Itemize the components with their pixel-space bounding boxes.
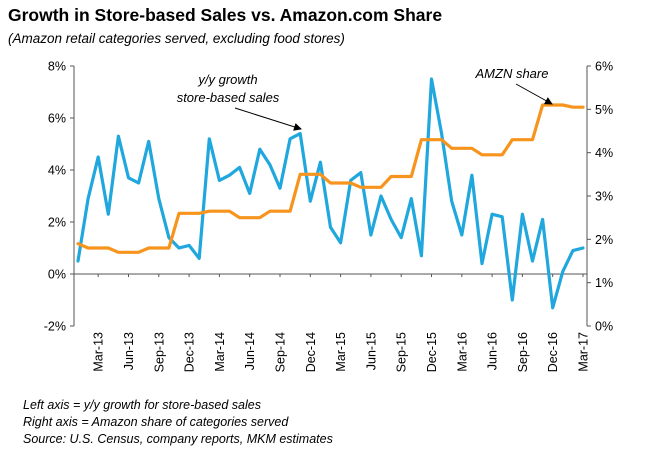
annotation-growth-line2: store-based sales — [177, 90, 280, 105]
footnotes: Left axis = y/y growth for store-based s… — [23, 397, 333, 448]
chart-subtitle: (Amazon retail categories served, exclud… — [8, 31, 345, 46]
x-tick-label: Mar-17 — [577, 332, 591, 372]
right-tick-label: 5% — [595, 103, 613, 117]
x-tick-label: Dec-14 — [304, 332, 318, 372]
x-tick-label: Sep-13 — [152, 332, 166, 372]
x-tick-label: Dec-15 — [425, 332, 439, 372]
left-tick-label: 0% — [48, 268, 66, 282]
footnote-right-axis: Right axis = Amazon share of categories … — [23, 415, 289, 429]
x-tick-label: Mar-16 — [455, 332, 469, 372]
annotation-growth-line1: y/y growth — [197, 72, 257, 87]
footnote-source: Source: U.S. Census, company reports, MK… — [23, 432, 333, 446]
right-tick-label: 2% — [595, 233, 613, 247]
x-tick-label: Dec-16 — [546, 332, 560, 372]
footnote-left-axis: Left axis = y/y growth for store-based s… — [23, 398, 261, 412]
left-tick-label: 2% — [48, 216, 66, 230]
series-line-store-growth — [76, 77, 585, 310]
right-tick-label: 3% — [595, 190, 613, 204]
left-tick-label: 8% — [48, 60, 66, 74]
x-tick-label: Jun-13 — [122, 332, 136, 370]
chart-title: Growth in Store-based Sales vs. Amazon.c… — [8, 5, 443, 25]
x-tick-label: Sep-15 — [395, 332, 409, 372]
x-tick-label: Jun-15 — [364, 332, 378, 370]
dual-axis-line-chart: -2% 0% 2% 4% 6% 8% 0% 1% 2% 3% 4% 5% 6% Mar-13 Jun-13 S… — [44, 60, 613, 373]
right-tick-label: 4% — [595, 146, 613, 160]
right-tick-label: 6% — [595, 60, 613, 74]
x-tick-label: Mar-15 — [334, 332, 348, 372]
left-tick-label: 6% — [48, 112, 66, 126]
annotation-amzn-arrow — [515, 83, 553, 105]
x-tick-label: Sep-14 — [274, 332, 288, 372]
x-tick-label: Mar-14 — [213, 332, 227, 372]
right-tick-label: 1% — [595, 276, 613, 290]
annotation-growth-arrow — [234, 107, 302, 131]
series-line-amzn-share — [76, 103, 585, 254]
left-tick-label: 4% — [48, 164, 66, 178]
right-tick-label: 0% — [595, 320, 613, 334]
x-tick-label: Jun-16 — [486, 332, 500, 370]
x-tick-label: Sep-16 — [516, 332, 530, 372]
left-tick-label: -2% — [44, 320, 66, 334]
x-tick-label: Mar-13 — [92, 332, 106, 372]
x-tick-label: Jun-14 — [243, 332, 257, 370]
annotation-amzn-label: AMZN share — [475, 66, 549, 81]
x-tick-label: Dec-13 — [183, 332, 197, 372]
